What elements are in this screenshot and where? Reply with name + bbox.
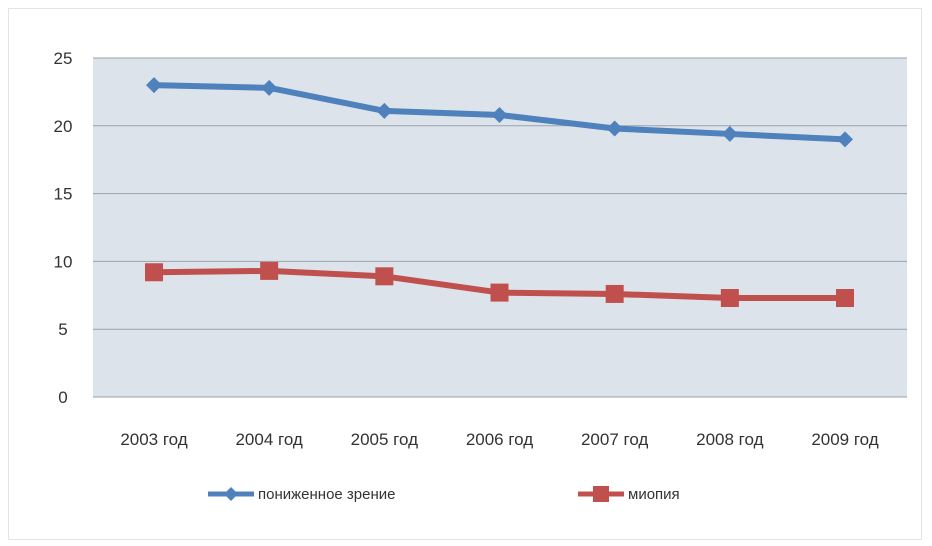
data-point bbox=[720, 289, 739, 308]
data-point bbox=[606, 120, 623, 137]
legend-label: миопия bbox=[628, 486, 680, 503]
x-tick-label: 2003 год bbox=[120, 430, 187, 449]
legend-item: миопия bbox=[578, 486, 680, 503]
legend-marker bbox=[224, 487, 238, 501]
x-tick-label: 2007 год bbox=[581, 430, 648, 449]
legend-item: пониженное зрение bbox=[208, 486, 396, 503]
data-point bbox=[837, 131, 853, 148]
data-point bbox=[145, 263, 163, 282]
data-point bbox=[261, 79, 278, 96]
data-point bbox=[146, 77, 162, 94]
x-tick-label: 2008 год bbox=[696, 430, 763, 449]
x-axis-ticks: 2003 год 2004 год 2005 год 2006 год 2007 год… bbox=[120, 430, 878, 449]
x-tick-label: 2004 год bbox=[235, 430, 302, 449]
y-axis-ticks: 0 5 10 15 20 25 bbox=[54, 49, 73, 407]
data-point bbox=[375, 267, 394, 286]
x-tick-label: 2005 год bbox=[351, 430, 418, 449]
series-2 bbox=[145, 261, 854, 308]
y-tick-label: 5 bbox=[58, 320, 67, 339]
gridlines bbox=[93, 57, 907, 398]
legend: пониженное зрение миопия bbox=[208, 486, 680, 503]
series-1 bbox=[146, 77, 853, 148]
data-point bbox=[376, 102, 393, 119]
y-tick-label: 10 bbox=[54, 252, 73, 271]
x-tick-label: 2009 год bbox=[811, 430, 878, 449]
y-tick-label: 25 bbox=[54, 49, 73, 68]
data-point bbox=[721, 125, 738, 142]
legend-marker bbox=[593, 486, 609, 502]
y-tick-label: 15 bbox=[54, 185, 73, 204]
data-point bbox=[836, 289, 854, 308]
y-tick-label: 0 bbox=[58, 388, 67, 407]
legend-label: пониженное зрение bbox=[258, 486, 396, 503]
y-tick-label: 20 bbox=[54, 117, 73, 136]
data-point bbox=[491, 106, 508, 123]
data-point bbox=[605, 284, 624, 303]
data-point bbox=[490, 283, 509, 302]
data-point bbox=[260, 261, 279, 280]
x-tick-label: 2006 год bbox=[466, 430, 533, 449]
series-layer bbox=[145, 77, 854, 308]
